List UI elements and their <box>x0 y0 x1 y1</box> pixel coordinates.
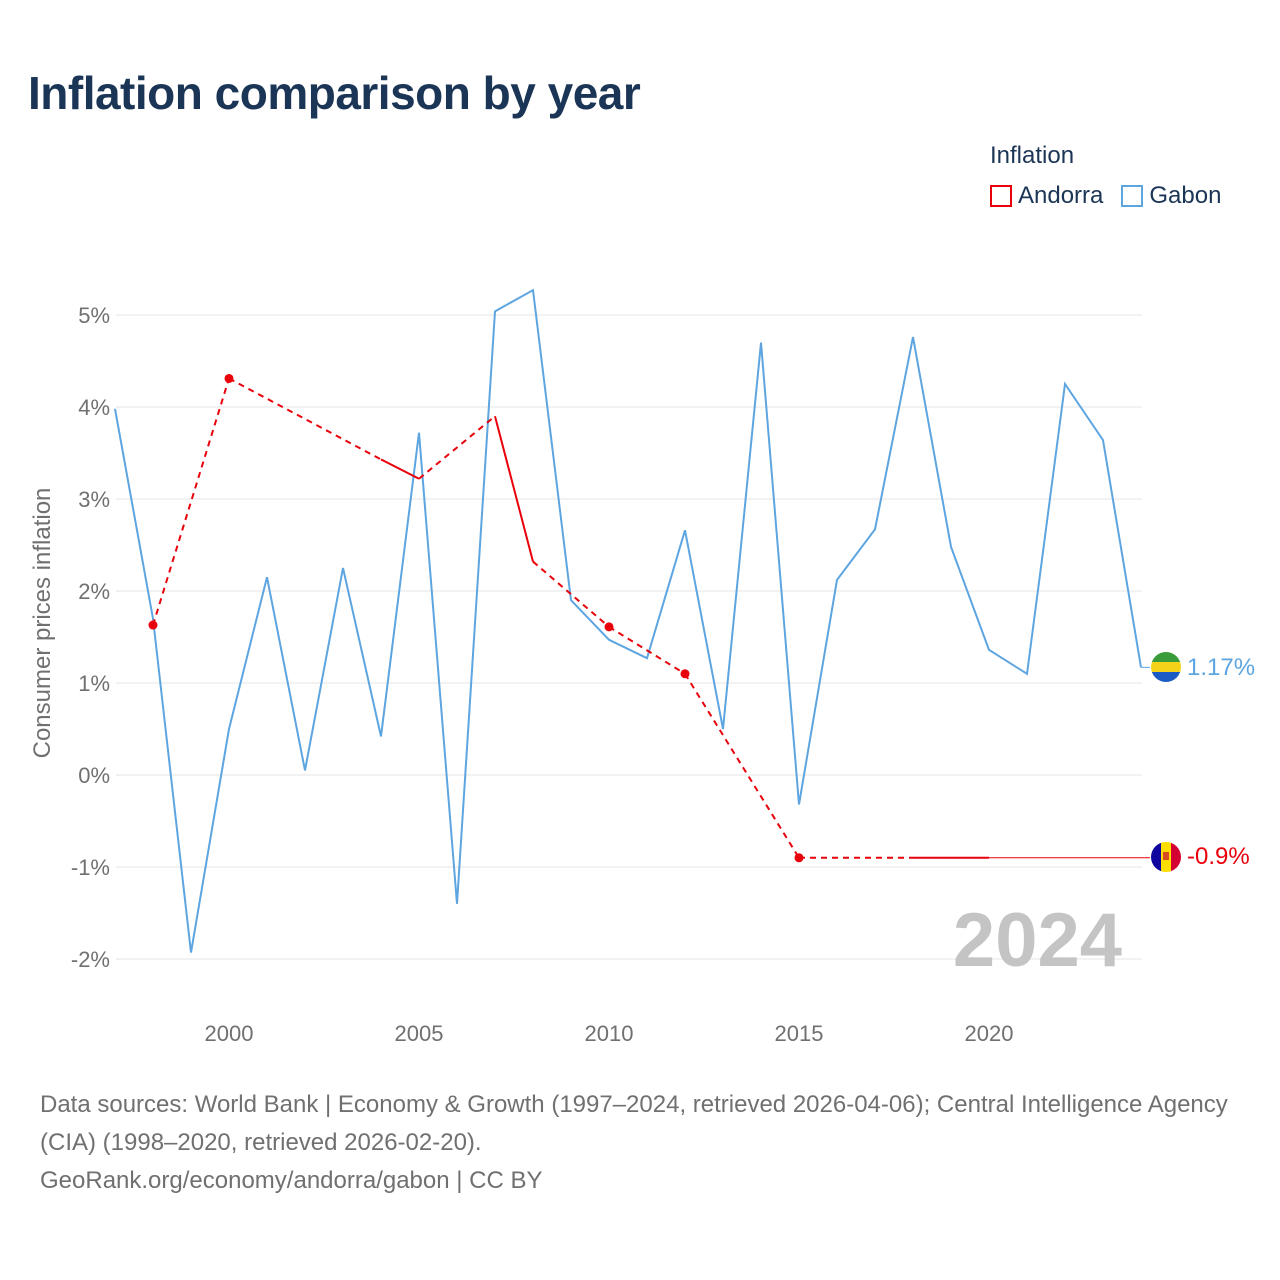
legend-item-gabon[interactable]: Gabon <box>1121 182 1221 210</box>
y-tick-label: 2% <box>78 579 110 604</box>
grid <box>116 314 1142 960</box>
end-label-andorra: -0.9% <box>1187 843 1250 870</box>
legend-item-andorra[interactable]: Andorra <box>990 182 1103 210</box>
legend-label-andorra: Andorra <box>1018 182 1104 209</box>
y-tick-label: -1% <box>71 855 110 880</box>
series-line-gabon <box>114 288 1142 953</box>
y-tick-label: 0% <box>78 763 110 788</box>
end-label-gabon: 1.17% <box>1187 654 1255 681</box>
y-tick-label: 3% <box>78 487 110 512</box>
series-segment-andorra <box>532 560 610 628</box>
credit-link[interactable]: GeoRank.org/economy/andorra/gabon | CC B… <box>40 1167 543 1194</box>
data-point-andorra <box>794 853 804 863</box>
y-tick-label: -2% <box>71 947 110 972</box>
x-axis-ticks: 2000 2005 2010 2015 2020 <box>205 1021 1014 1046</box>
gabon-flag-icon <box>1151 652 1181 682</box>
legend: Inflation Andorra Gabon <box>990 142 1221 210</box>
legend-swatch-andorra <box>990 185 1012 207</box>
data-point-andorra <box>148 620 158 630</box>
inflation-chart: 5%4%3%2%1%0%-1%-2% 2000 2005 2010 2015 2020 … <box>29 288 1255 1046</box>
andorra-flag-icon <box>1151 842 1181 872</box>
series-segment-andorra <box>228 377 382 461</box>
x-tick-label: 2020 <box>965 1021 1014 1046</box>
series-segment-andorra <box>608 626 686 675</box>
data-point-andorra <box>604 622 614 632</box>
data-point-andorra <box>224 373 234 383</box>
data-point-andorra <box>680 669 690 679</box>
series-segment-andorra <box>684 673 800 859</box>
x-tick-label: 2015 <box>775 1021 824 1046</box>
x-tick-label: 2010 <box>585 1021 634 1046</box>
page-title: Inflation comparison by year <box>28 67 641 119</box>
series <box>114 288 1150 953</box>
y-tick-label: 1% <box>78 671 110 696</box>
x-tick-label: 2005 <box>395 1021 444 1046</box>
y-tick-label: 4% <box>78 395 110 420</box>
y-tick-label: 5% <box>78 303 110 328</box>
legend-title: Inflation <box>990 142 1075 169</box>
x-tick-label: 2000 <box>205 1021 254 1046</box>
y-axis-ticks: 5% 4% 3% 2% 1% 0% -1% -2% <box>71 303 110 972</box>
series-segment-andorra <box>418 415 496 480</box>
series-segment-andorra <box>494 415 534 562</box>
y-axis-label: Consumer prices inflation <box>29 488 56 759</box>
data-sources: Data sources: World Bank | Economy & Gro… <box>40 1091 1228 1156</box>
series-segment-andorra <box>152 378 230 626</box>
legend-swatch-gabon <box>1121 185 1144 207</box>
year-watermark: 2024 <box>953 898 1122 983</box>
series-segment-andorra <box>380 458 420 480</box>
footer: Data sources: World Bank | Economy & Gro… <box>40 1086 1250 1200</box>
legend-label-gabon: Gabon <box>1149 182 1222 209</box>
